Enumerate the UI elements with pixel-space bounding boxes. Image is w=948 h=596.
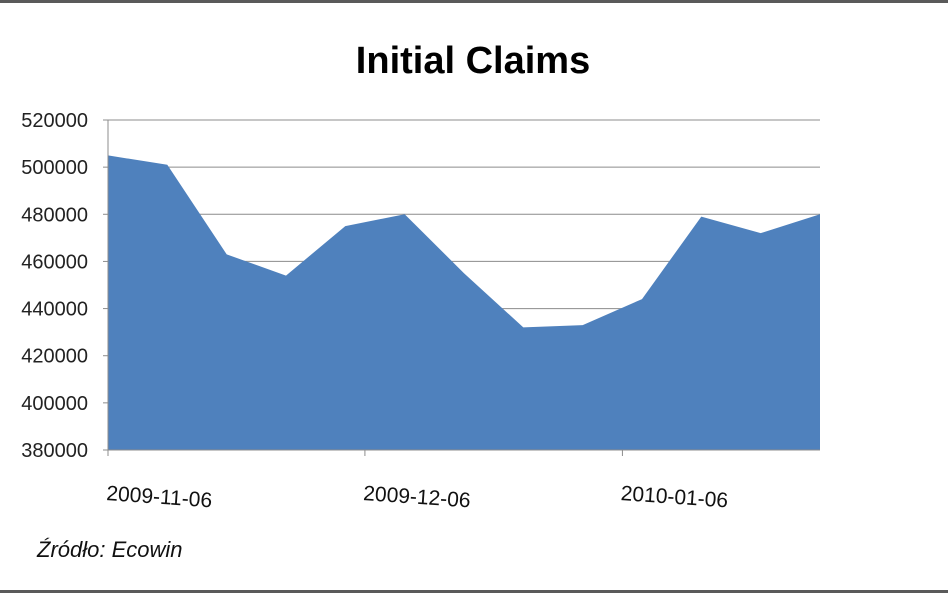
y-tick-label: 420000 bbox=[21, 346, 88, 368]
axes bbox=[107, 120, 820, 451]
y-tick-label: 480000 bbox=[21, 204, 88, 226]
x-tick-label: 2009-12-06 bbox=[363, 482, 472, 512]
area-series bbox=[108, 155, 820, 450]
x-tick-label: 2009-11-06 bbox=[106, 482, 213, 512]
y-tick-label: 520000 bbox=[21, 110, 88, 132]
x-tick-label: 2010-01-06 bbox=[620, 482, 729, 512]
source-label: Źródło: Ecowin bbox=[36, 537, 183, 562]
y-tick-label: 500000 bbox=[21, 157, 88, 179]
initial-claims-chart: Initial Claims 380000 400000 420000 440000 4… bbox=[21, 40, 820, 562]
y-tick-label: 460000 bbox=[21, 251, 88, 273]
y-tick-label: 440000 bbox=[21, 299, 88, 321]
x-axis-ticks: 2009-11-06 2009-12-06 2010-01-06 bbox=[106, 450, 729, 512]
y-tick-label: 400000 bbox=[21, 393, 88, 415]
series-area bbox=[108, 155, 820, 450]
y-tick-label: 380000 bbox=[21, 440, 88, 462]
y-axis-ticks: 380000 400000 420000 440000 460000 480000 5000… bbox=[21, 110, 108, 462]
chart-title: Initial Claims bbox=[356, 40, 590, 82]
